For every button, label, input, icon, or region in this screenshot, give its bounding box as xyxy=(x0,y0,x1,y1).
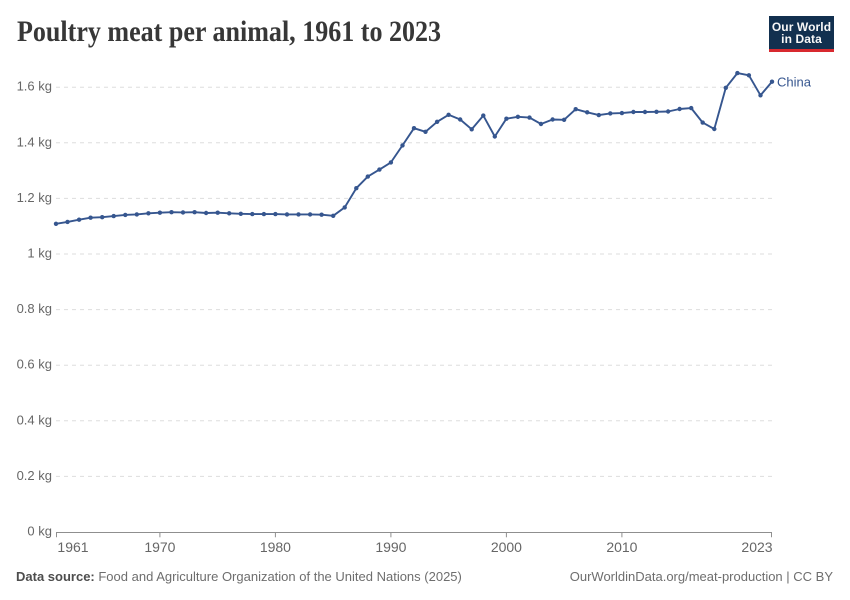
svg-text:2000: 2000 xyxy=(491,539,522,555)
svg-text:1 kg: 1 kg xyxy=(27,246,52,261)
svg-text:1.2 kg: 1.2 kg xyxy=(17,190,52,205)
svg-text:China: China xyxy=(777,75,812,90)
svg-text:1990: 1990 xyxy=(375,539,406,555)
svg-text:1.6 kg: 1.6 kg xyxy=(17,79,52,94)
svg-text:0.6 kg: 0.6 kg xyxy=(17,357,52,372)
svg-text:0.8 kg: 0.8 kg xyxy=(17,301,52,316)
svg-text:1.4 kg: 1.4 kg xyxy=(17,134,52,149)
svg-text:2010: 2010 xyxy=(606,539,637,555)
svg-text:0 kg: 0 kg xyxy=(27,524,52,539)
svg-text:1961: 1961 xyxy=(57,539,88,555)
svg-text:1970: 1970 xyxy=(144,539,175,555)
svg-text:2023: 2023 xyxy=(741,539,772,555)
svg-text:1980: 1980 xyxy=(260,539,291,555)
svg-text:0.2 kg: 0.2 kg xyxy=(17,468,52,483)
svg-text:0.4 kg: 0.4 kg xyxy=(17,412,52,427)
